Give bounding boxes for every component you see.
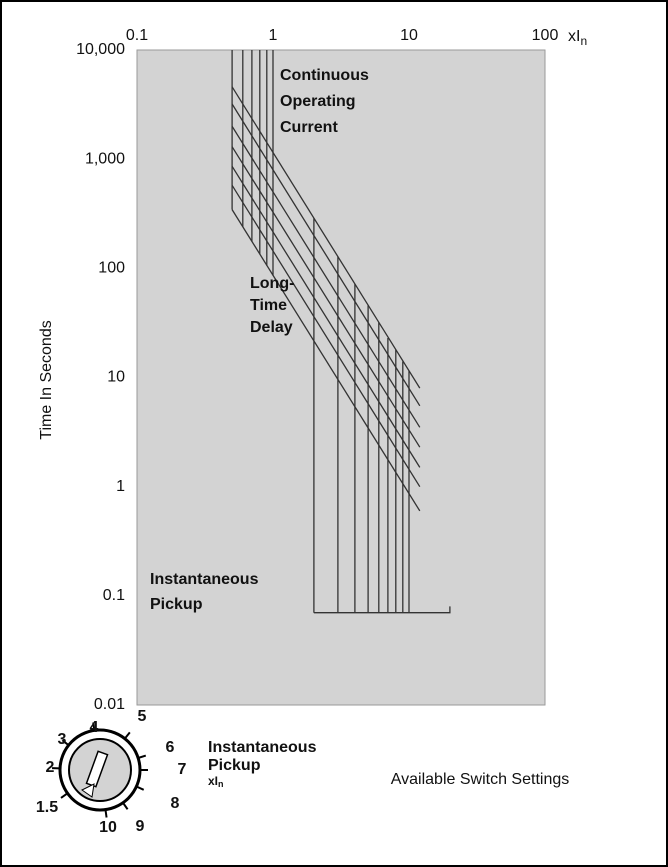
dial-setting: 9	[136, 818, 145, 835]
dial	[51, 722, 148, 818]
dial-tick	[104, 809, 108, 818]
y-tick-label: 100	[98, 260, 125, 277]
dial-pointer	[81, 783, 95, 798]
dial-unit-main: xI	[208, 774, 218, 788]
dial-setting: 2	[46, 759, 55, 776]
dial-setting: 3	[58, 731, 67, 748]
annotation: Time	[250, 297, 287, 314]
annotation: Instantaneous	[150, 571, 259, 588]
annotation: Pickup	[150, 596, 203, 613]
dial-title: Pickup	[208, 757, 261, 774]
annotation: Current	[280, 119, 338, 136]
x-tick-label: 1	[269, 27, 278, 44]
annotation: Delay	[250, 319, 293, 336]
dial-setting: 4	[90, 719, 99, 736]
y-tick-label: 10	[107, 369, 125, 386]
y-tick-label: 0.01	[94, 696, 125, 713]
caption: Available Switch Settings	[391, 771, 569, 788]
dial-title: Instantaneous	[208, 739, 317, 756]
x-tick-label: 100	[532, 27, 559, 44]
dial-unit-sub: n	[218, 779, 224, 789]
annotation: Continuous	[280, 67, 369, 84]
dial-tick	[92, 722, 96, 731]
dial-tick	[124, 731, 131, 740]
plot-area	[136, 49, 546, 706]
y-tick-label: 1,000	[85, 150, 125, 167]
plot: 0.1 1 10 100 10,000 1,000 100 10 1 0.1 0.01 Continu…	[76, 27, 558, 713]
dial-setting: 6	[166, 739, 175, 756]
y-tick-label: 10,000	[76, 41, 125, 58]
annotation: Long-	[250, 275, 294, 292]
dial-tick	[61, 739, 70, 746]
dial-unit: xIn	[208, 774, 224, 789]
dial-tick	[137, 754, 147, 759]
x-tick-label: 0.1	[126, 27, 148, 44]
annotation: Operating	[280, 93, 356, 110]
y-tick-label: 0.1	[103, 587, 125, 604]
x-label-sub: n	[580, 34, 587, 48]
x-tick-label: 10	[400, 27, 418, 44]
dial-tick	[122, 802, 129, 810]
dial-tick	[60, 792, 69, 799]
dial-setting: 5	[138, 708, 147, 725]
dial-setting: 1.5	[36, 799, 58, 816]
y-tick-label: 1	[116, 478, 125, 495]
dial-setting: 7	[178, 761, 187, 778]
curve	[313, 606, 451, 614]
dial-setting: 10	[99, 819, 117, 836]
x-axis-label: xIn	[568, 28, 587, 48]
dial-tick	[136, 785, 145, 791]
curve	[231, 86, 421, 389]
x-label-main: xI	[568, 28, 580, 45]
dial-setting: 8	[171, 795, 180, 812]
y-axis-label: Time In Seconds	[38, 320, 55, 439]
